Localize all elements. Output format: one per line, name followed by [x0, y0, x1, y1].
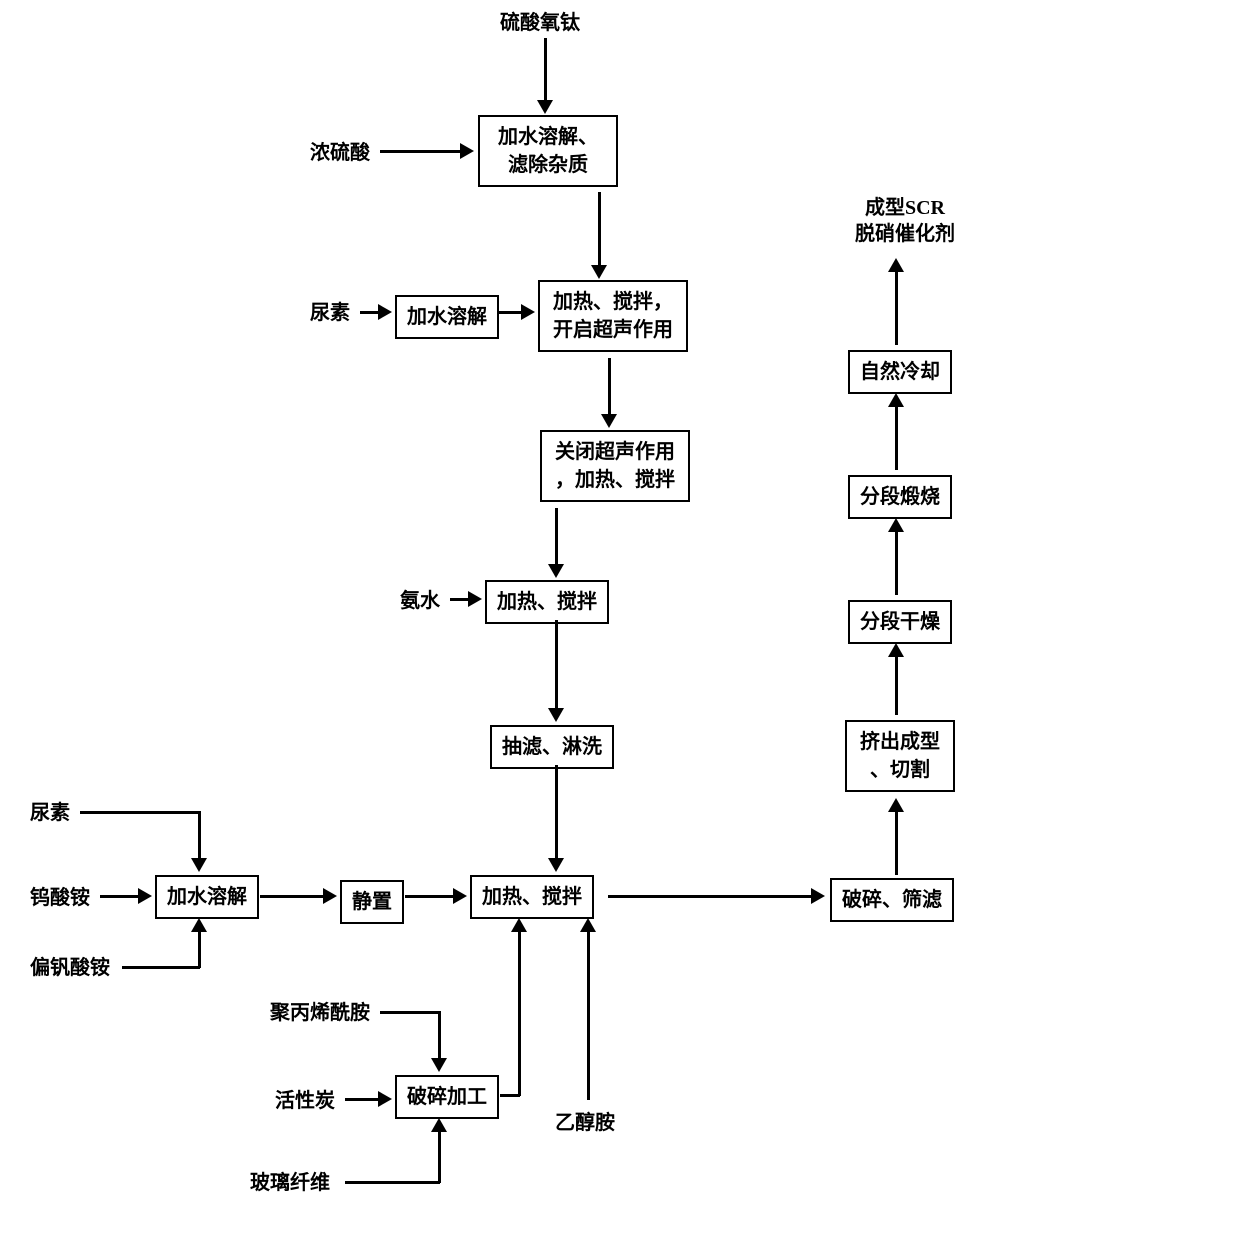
node-close-ultrasonic: 关闭超声作用，加热、搅拌: [540, 430, 690, 502]
arrow: [380, 1011, 440, 1014]
label-urea1: 尿素: [310, 300, 350, 326]
arrow: [895, 810, 898, 875]
arrow: [500, 1094, 520, 1097]
arrowhead: [378, 304, 392, 320]
arrowhead: [888, 518, 904, 532]
node-cool: 自然冷却: [848, 350, 952, 394]
arrow: [518, 930, 521, 1096]
node-heat-stir1: 加热、搅拌，开启超声作用: [538, 280, 688, 352]
arrow: [895, 530, 898, 595]
arrowhead: [601, 414, 617, 428]
arrow: [260, 895, 325, 898]
arrowhead: [521, 304, 535, 320]
arrowhead: [888, 393, 904, 407]
label-tungstate: 钨酸铵: [30, 885, 90, 911]
arrowhead: [138, 888, 152, 904]
arrow: [895, 655, 898, 715]
arrowhead: [591, 265, 607, 279]
arrowhead: [468, 591, 482, 607]
arrow: [450, 598, 470, 601]
arrow: [587, 930, 590, 1100]
label-sulfuric-acid: 浓硫酸: [310, 140, 370, 166]
label-polyacrylamide: 聚丙烯酰胺: [270, 1000, 370, 1026]
arrow: [555, 508, 558, 566]
arrowhead: [191, 858, 207, 872]
label-urea2: 尿素: [30, 800, 70, 826]
arrow: [198, 811, 201, 861]
arrowhead: [323, 888, 337, 904]
arrow: [555, 620, 558, 710]
arrowhead: [537, 100, 553, 114]
arrow: [608, 358, 611, 416]
label-top-input: 硫酸氧钛: [500, 10, 580, 36]
arrowhead: [431, 1058, 447, 1072]
arrowhead: [431, 1118, 447, 1132]
arrowhead: [511, 918, 527, 932]
label-ethanolamine: 乙醇胺: [555, 1110, 615, 1136]
label-glass-fiber: 玻璃纤维: [250, 1170, 330, 1196]
arrowhead: [888, 643, 904, 657]
arrowhead: [811, 888, 825, 904]
arrowhead: [453, 888, 467, 904]
arrowhead: [548, 858, 564, 872]
node-heat-stir2: 加热、搅拌: [485, 580, 609, 624]
node-dissolve1: 加水溶解、滤除杂质: [478, 115, 618, 187]
arrow: [544, 38, 547, 102]
node-dry: 分段干燥: [848, 600, 952, 644]
arrow: [555, 765, 558, 860]
node-filter-wash: 抽滤、淋洗: [490, 725, 614, 769]
arrowhead: [548, 708, 564, 722]
arrow: [608, 895, 813, 898]
arrowhead: [191, 918, 207, 932]
arrow: [405, 895, 455, 898]
arrow: [438, 1130, 441, 1183]
node-crush-process: 破碎加工: [395, 1075, 499, 1119]
arrowhead: [378, 1091, 392, 1107]
arrowhead: [888, 798, 904, 812]
arrow: [345, 1098, 380, 1101]
label-output: 成型SCR脱硝催化剂: [840, 195, 970, 247]
arrowhead: [888, 258, 904, 272]
arrow: [380, 150, 462, 153]
arrow: [122, 966, 200, 969]
label-active-carbon: 活性炭: [275, 1088, 335, 1114]
node-extrude: 挤出成型、切割: [845, 720, 955, 792]
arrow: [198, 930, 201, 968]
arrow: [895, 405, 898, 470]
arrow: [895, 270, 898, 345]
arrow: [598, 192, 601, 267]
node-settle: 静置: [340, 880, 404, 924]
node-calcine: 分段煅烧: [848, 475, 952, 519]
arrow: [80, 811, 200, 814]
arrow: [345, 1181, 440, 1184]
label-vanadate: 偏钒酸铵: [30, 955, 110, 981]
arrowhead: [548, 564, 564, 578]
arrow: [438, 1011, 441, 1061]
arrowhead: [580, 918, 596, 932]
arrow: [100, 895, 140, 898]
arrowhead: [460, 143, 474, 159]
arrow: [360, 311, 380, 314]
node-heat-stir3: 加热、搅拌: [470, 875, 594, 919]
node-dissolve2: 加水溶解: [395, 295, 499, 339]
node-dissolve3: 加水溶解: [155, 875, 259, 919]
node-crush-sieve: 破碎、筛滤: [830, 878, 954, 922]
label-ammonia: 氨水: [400, 588, 440, 614]
arrow: [498, 311, 523, 314]
